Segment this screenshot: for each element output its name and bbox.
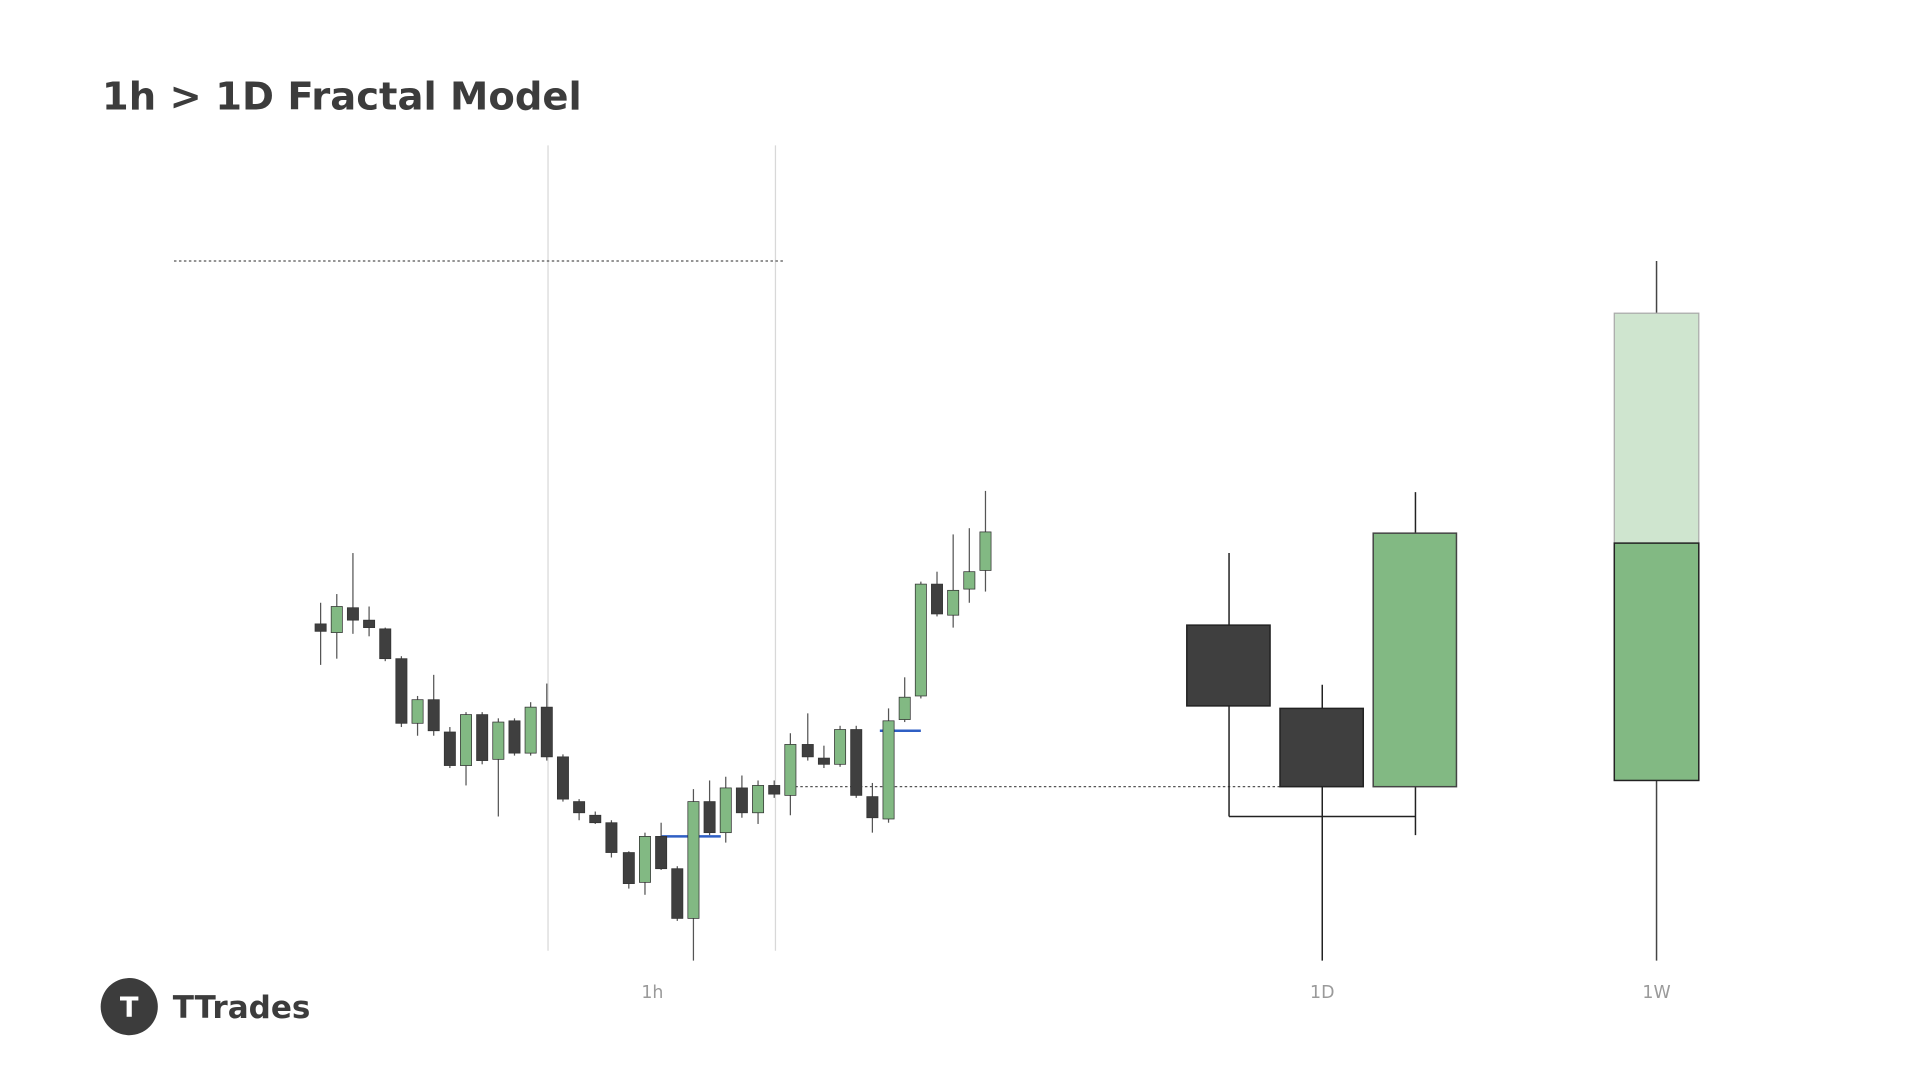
candle-body	[492, 721, 505, 760]
candle-body	[363, 619, 376, 628]
candle-body	[963, 571, 976, 590]
candle-body	[476, 714, 489, 761]
weekly-candle-projection	[1613, 312, 1700, 544]
candle-body	[735, 787, 748, 814]
candle-body	[768, 785, 781, 795]
candle-body	[719, 787, 732, 834]
candle-body	[573, 801, 586, 814]
brand-name: TTrades	[173, 990, 311, 1026]
candle-body	[898, 696, 911, 720]
timeframe-label: 1h	[641, 983, 663, 1003]
candle-body	[639, 836, 651, 883]
title: 1h > 1D Fractal Model	[102, 74, 582, 119]
candle-body	[508, 720, 521, 754]
candle-body	[866, 796, 879, 819]
logo	[100, 978, 158, 1036]
candle-body	[411, 699, 424, 724]
daily-candle	[1279, 707, 1365, 788]
candle-body	[379, 628, 392, 660]
daily-candle	[1372, 532, 1458, 788]
candle-body	[947, 589, 960, 616]
candle-body	[589, 814, 602, 824]
candle-body	[314, 623, 327, 632]
candle-body	[330, 606, 343, 633]
candle-body	[524, 706, 537, 754]
candle-body	[622, 852, 635, 884]
logo-letter: T	[120, 993, 139, 1024]
candle-body	[817, 757, 830, 765]
candle-body	[605, 822, 618, 853]
candle-body	[460, 714, 472, 766]
candle-body	[540, 706, 553, 758]
candle-body	[427, 699, 440, 732]
candle-body	[914, 583, 927, 697]
candle-body	[703, 801, 716, 834]
candle-body	[801, 744, 814, 758]
candle-body	[931, 583, 943, 615]
candle-body	[556, 756, 569, 800]
weekly-candle	[1613, 542, 1700, 782]
timeframe-label: 1D	[1310, 983, 1334, 1003]
candle-body	[671, 868, 684, 919]
timeframe-label: 1W	[1642, 983, 1670, 1003]
candle-body	[850, 729, 863, 796]
candle-body	[882, 720, 895, 820]
candle-body	[395, 658, 408, 724]
candle-body	[979, 531, 992, 571]
candle-body	[784, 744, 797, 796]
candle-body	[834, 729, 847, 765]
candle-body	[346, 607, 359, 621]
candle-body	[687, 801, 700, 919]
candle-body	[752, 785, 765, 814]
chart-layer	[173, 145, 1700, 961]
candle-body	[443, 731, 456, 766]
candle-body	[655, 836, 668, 870]
daily-candle	[1186, 624, 1271, 707]
